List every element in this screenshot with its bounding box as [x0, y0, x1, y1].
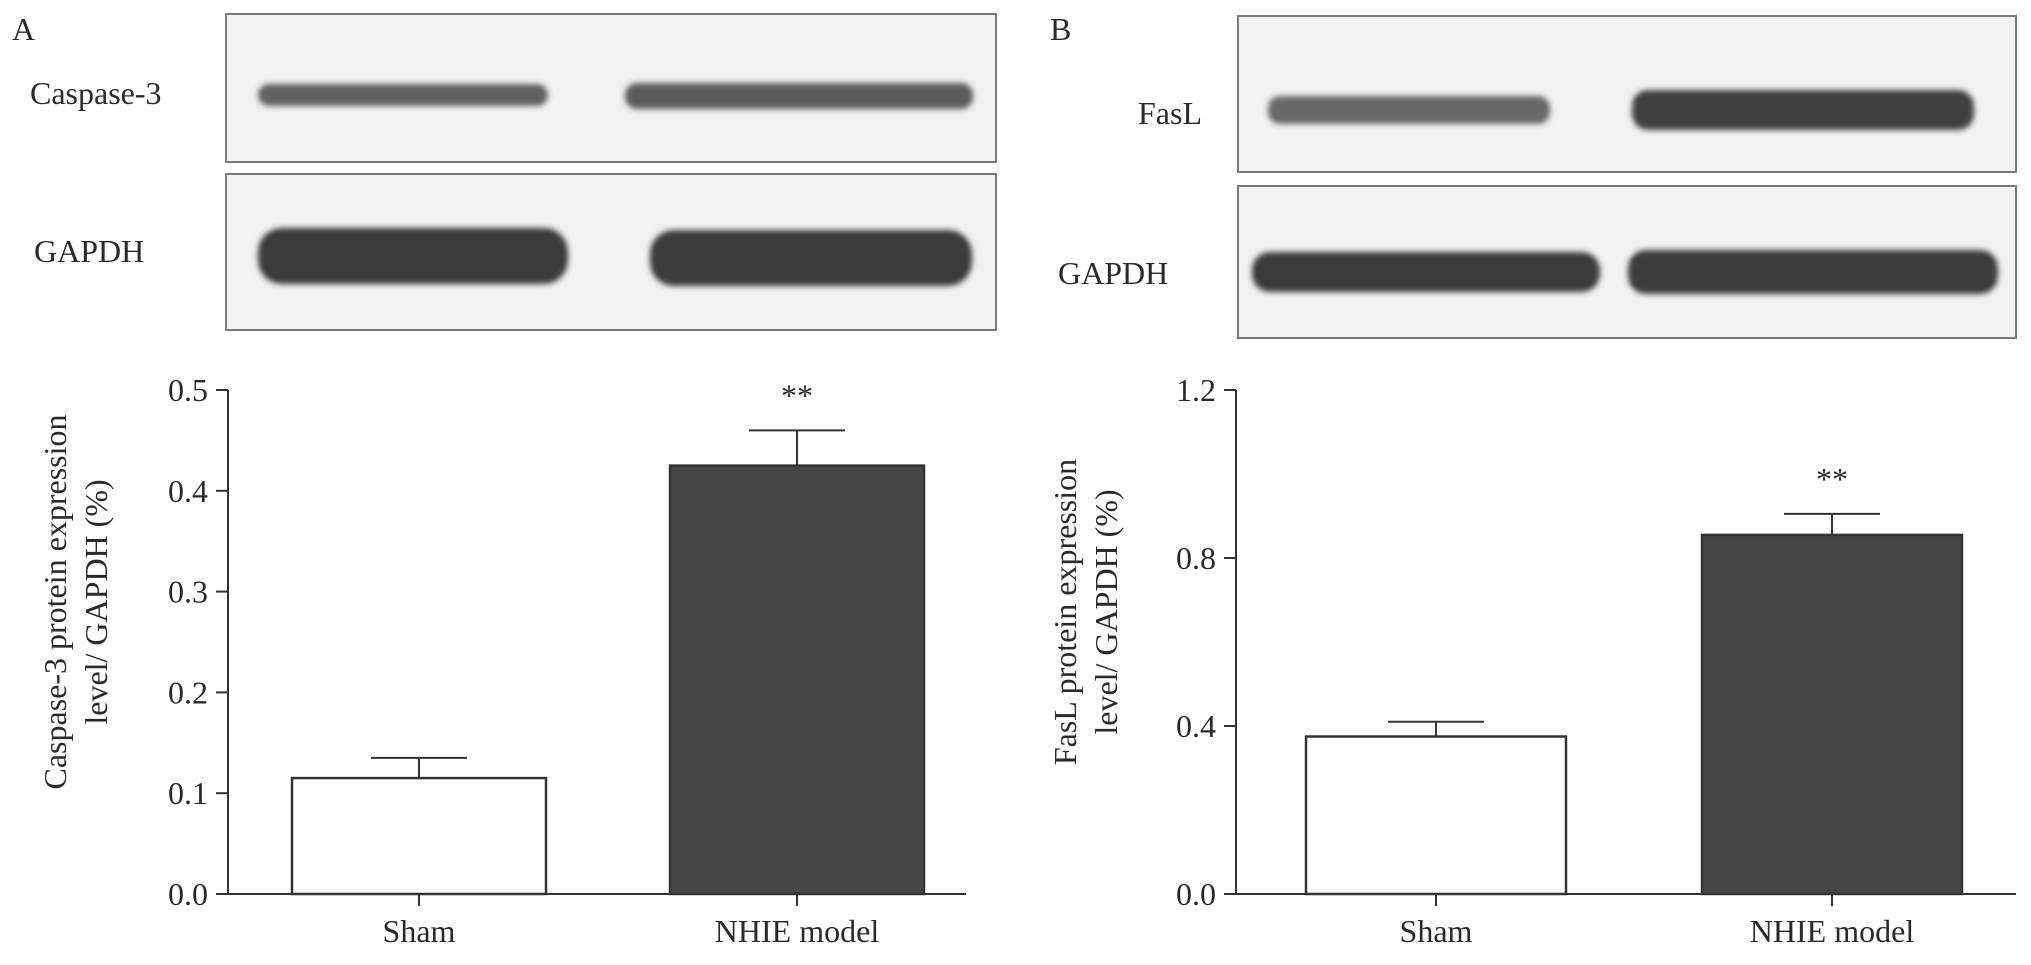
- blot-band-gapdh-b-sham: [1252, 252, 1600, 292]
- panel-a-letter: A: [12, 11, 35, 47]
- x-tick-label: NHIE model: [715, 913, 880, 949]
- y-tick-label: 0.1: [168, 775, 208, 811]
- chart-fasl: FasL protein expression level/ GAPDH (%)…: [1047, 372, 2016, 949]
- significance-marker: **: [781, 377, 813, 413]
- y-tick-label: 0.3: [168, 574, 208, 610]
- bar: [290, 776, 548, 896]
- x-tick-label: Sham: [1400, 913, 1473, 949]
- y-tick-label: 0.8: [1176, 540, 1216, 576]
- significance-marker: **: [1816, 461, 1848, 497]
- x-tick-label: Sham: [383, 913, 456, 949]
- blot-band-fasl-model: [1632, 90, 1974, 130]
- bar: [1700, 533, 1964, 896]
- blot-band-fasl-sham: [1268, 96, 1550, 124]
- bar: [1304, 735, 1568, 896]
- blot-band-caspase3-sham: [258, 84, 548, 106]
- blot-band-caspase3-model: [625, 83, 973, 109]
- y-tick-label: 0.0: [168, 876, 208, 912]
- blot-band-gapdh-b-model: [1628, 250, 1998, 294]
- y-tick-label: 0.0: [1176, 876, 1216, 912]
- bar: [668, 464, 926, 896]
- blot-label-gapdh-a: GAPDH: [34, 233, 144, 269]
- blot-band-gapdh-a-sham: [258, 228, 568, 284]
- y-axis-label-a-line1: Caspase-3 protein expression: [37, 414, 73, 789]
- y-axis-label-a-line2: level/ GAPDH (%): [78, 479, 114, 724]
- blot-label-caspase3: Caspase-3: [30, 75, 162, 111]
- chart-caspase3: Caspase-3 protein expression level/ GAPD…: [37, 372, 966, 949]
- y-tick-label: 0.5: [168, 372, 208, 408]
- blot-label-gapdh-b: GAPDH: [1058, 255, 1168, 291]
- y-tick-label: 1.2: [1176, 372, 1216, 408]
- panel-b-letter: B: [1050, 11, 1071, 47]
- panel-a-blots: Caspase-3 GAPDH: [30, 13, 997, 331]
- blot-band-gapdh-a-model: [650, 230, 972, 286]
- panel-b-blots: FasL GAPDH: [1058, 15, 2017, 339]
- y-tick-label: 0.4: [168, 473, 208, 509]
- y-axis-label-b-line2: level/ GAPDH (%): [1088, 489, 1124, 734]
- y-tick-label: 0.2: [168, 674, 208, 710]
- x-tick-label: NHIE model: [1750, 913, 1915, 949]
- y-axis-label-b-line1: FasL protein expression: [1047, 459, 1083, 765]
- y-tick-label: 0.4: [1176, 708, 1216, 744]
- blot-label-fasl: FasL: [1138, 95, 1202, 131]
